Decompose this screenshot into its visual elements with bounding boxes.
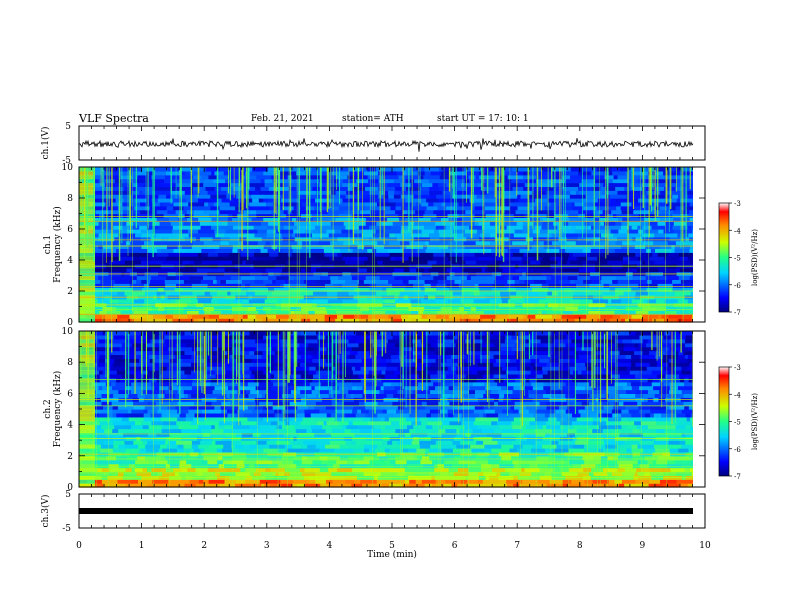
x-tick-label: 0	[76, 541, 82, 551]
date-label: Feb. 21, 2021	[251, 114, 314, 124]
x-tick-label: 5	[389, 541, 395, 551]
spectrogram-ch1	[79, 167, 693, 323]
station-label: station= ATH	[342, 114, 404, 124]
colorbar-ch2	[718, 366, 730, 477]
y-axis-label-voltage: ch.1(V)	[40, 127, 51, 160]
y-tick-label: 8	[67, 358, 73, 368]
y-tick-label: -5	[62, 156, 71, 166]
y-tick-label: 4	[67, 256, 73, 266]
colorbar-tick-label: -6	[734, 282, 741, 290]
y-axis-label-channel: ch.1	[43, 235, 53, 254]
ch3-waveform-trace	[79, 508, 693, 514]
x-tick-label: 10	[699, 541, 711, 551]
x-axis-label: Time (min)	[367, 549, 417, 560]
x-tick-label: 4	[327, 541, 333, 551]
colorbar-tick-label: -4	[734, 391, 741, 399]
x-tick-label: 3	[264, 541, 270, 551]
y-axis-label-frequency: Frequency (kHz)	[52, 206, 63, 283]
colorbar-ch1	[718, 202, 730, 313]
x-tick-label: 9	[640, 541, 646, 551]
y-tick-label: -5	[62, 524, 71, 534]
start-time-label: start UT = 17: 10: 1	[437, 114, 529, 124]
y-tick-label: 10	[62, 163, 74, 173]
y-tick-label: 0	[67, 483, 73, 493]
colorbar-tick-label: -3	[734, 200, 741, 208]
y-axis-label-voltage: ch.3(V)	[40, 495, 51, 528]
x-tick-label: 6	[452, 541, 458, 551]
colorbar-label: log(PSD)(V²/Hz)	[751, 393, 759, 450]
colorbar-tick-label: -5	[734, 419, 741, 427]
y-tick-label: 0	[67, 318, 73, 328]
colorbar-label: log(PSD)(V²/Hz)	[751, 229, 759, 286]
y-axis-label-frequency: Frequency (kHz)	[52, 371, 63, 448]
x-tick-label: 7	[514, 541, 520, 551]
y-tick-label: 6	[67, 389, 73, 399]
y-tick-label: 2	[67, 452, 73, 462]
y-tick-label: 5	[65, 490, 71, 500]
y-tick-label: 6	[67, 225, 73, 235]
y-tick-label: 4	[67, 421, 73, 431]
x-tick-label: 2	[201, 541, 207, 551]
figure-title: VLF Spectra	[79, 112, 149, 125]
colorbar-tick-label: -4	[734, 227, 741, 235]
y-tick-label: 5	[65, 122, 71, 132]
colorbar-tick-label: -7	[734, 473, 741, 481]
y-tick-label: 10	[62, 327, 74, 337]
y-axis-label-channel: ch.2	[43, 399, 53, 418]
colorbar-tick-label: -7	[734, 309, 741, 317]
ch1-waveform-trace	[78, 138, 694, 152]
colorbar-tick-label: -3	[734, 364, 741, 372]
y-tick-label: 2	[67, 287, 73, 297]
colorbar-tick-label: -6	[734, 446, 741, 454]
x-tick-label: 8	[577, 541, 583, 551]
x-tick-label: 1	[139, 541, 145, 551]
spectrogram-ch2	[79, 331, 693, 488]
y-tick-label: 8	[67, 194, 73, 204]
colorbar-tick-label: -5	[734, 255, 741, 263]
